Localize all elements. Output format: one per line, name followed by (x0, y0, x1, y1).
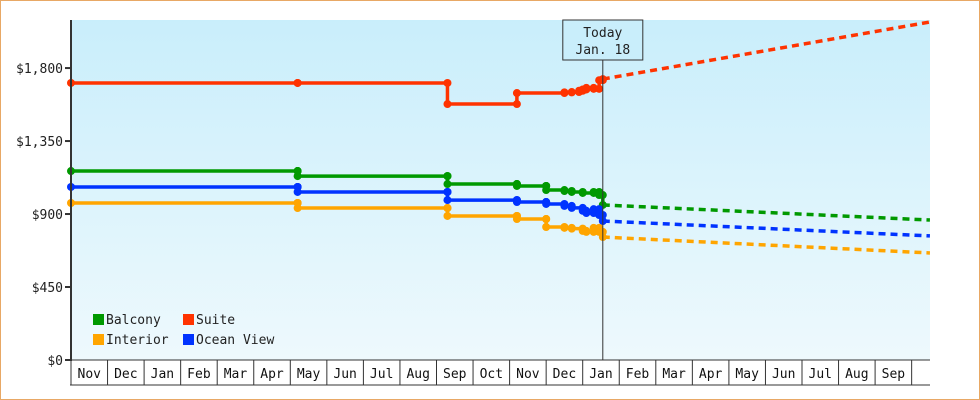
legend-swatch-icon (93, 314, 104, 325)
series-ocean-view (67, 182, 931, 238)
x-month-label: Nov (78, 367, 102, 382)
x-month-label: Apr (699, 367, 723, 382)
data-point[interactable] (542, 223, 551, 232)
data-point[interactable] (293, 204, 302, 213)
data-point[interactable] (582, 83, 591, 92)
legend: Balcony Suite Interior Ocean View (93, 313, 274, 348)
legend-item-interior[interactable]: Interior (93, 333, 169, 348)
data-point[interactable] (443, 204, 452, 213)
today-box (562, 19, 644, 61)
axes: $0 $450 $900 $1,350 $1,800 Nov Dec Jan Feb Mar Apr… (16, 20, 930, 386)
x-month-label: Apr (260, 367, 284, 382)
data-point[interactable] (582, 209, 591, 218)
series-layer (67, 20, 931, 255)
data-point[interactable] (542, 215, 551, 224)
x-month-label: Oct (480, 367, 503, 382)
legend-swatch-icon (183, 314, 194, 325)
x-month-label: Jan (589, 367, 612, 382)
data-point[interactable] (542, 186, 551, 195)
data-point[interactable] (560, 201, 569, 210)
x-month-label: Aug (845, 367, 868, 382)
x-month-label: Nov (516, 367, 540, 382)
today-marker: Today Jan. 18 (562, 19, 644, 360)
data-point[interactable] (512, 100, 521, 109)
plot-area (71, 20, 930, 360)
legend-label: Suite (196, 313, 235, 328)
x-month-label: Jan (151, 367, 174, 382)
data-point[interactable] (443, 100, 452, 109)
series-balcony (67, 167, 931, 222)
data-point[interactable] (512, 215, 521, 224)
series-interior (67, 198, 931, 255)
today-label: Today (583, 26, 622, 41)
legend-item-ocean-view[interactable]: Ocean View (183, 333, 274, 348)
data-point[interactable] (567, 187, 576, 196)
data-point[interactable] (595, 84, 604, 93)
forecast-line (602, 203, 931, 222)
legend-label: Interior (106, 333, 169, 348)
data-point[interactable] (560, 223, 569, 232)
x-month-label: Dec (553, 367, 576, 382)
x-month-label: Mar (224, 367, 248, 382)
data-point[interactable] (560, 88, 569, 97)
forecast-line (602, 235, 931, 255)
legend-label: Balcony (106, 313, 161, 328)
legend-swatch-icon (93, 334, 104, 345)
data-point[interactable] (589, 84, 598, 93)
x-month-label: Jun (333, 367, 356, 382)
data-point[interactable] (443, 180, 452, 189)
data-point[interactable] (293, 172, 302, 181)
x-month-label: Dec (114, 367, 137, 382)
legend-swatch-icon (183, 334, 194, 345)
data-point[interactable] (542, 199, 551, 208)
x-month-label: Jul (370, 367, 393, 382)
data-point[interactable] (512, 198, 521, 207)
data-point[interactable] (567, 224, 576, 233)
legend-label: Ocean View (196, 333, 274, 348)
data-point[interactable] (443, 78, 452, 87)
data-point[interactable] (512, 89, 521, 98)
data-point[interactable] (560, 186, 569, 195)
x-month-label: Aug (406, 367, 429, 382)
today-date: Jan. 18 (575, 43, 630, 58)
data-point[interactable] (293, 187, 302, 196)
data-point[interactable] (582, 227, 591, 236)
x-month-label: Feb (187, 367, 211, 382)
legend-item-balcony[interactable]: Balcony (93, 313, 161, 328)
x-month-label: Sep (882, 367, 906, 382)
series-suite (67, 20, 931, 109)
x-month-label: Mar (662, 367, 686, 382)
data-point[interactable] (589, 205, 598, 214)
x-month-label: Sep (443, 367, 467, 382)
data-point[interactable] (443, 196, 452, 205)
data-point[interactable] (567, 203, 576, 212)
x-month-label: Feb (626, 367, 650, 382)
y-tick-label: $0 (47, 354, 63, 369)
y-tick-label: $1,800 (16, 62, 63, 77)
data-point[interactable] (567, 88, 576, 97)
data-point[interactable] (443, 211, 452, 220)
y-tick-label: $450 (32, 281, 63, 296)
data-point[interactable] (443, 187, 452, 196)
data-point[interactable] (443, 172, 452, 181)
legend-item-suite[interactable]: Suite (183, 313, 235, 328)
data-point[interactable] (512, 181, 521, 190)
data-point[interactable] (293, 78, 302, 87)
forecast-line (602, 20, 931, 81)
x-month-label: Jun (772, 367, 795, 382)
x-month-label: May (297, 367, 321, 382)
x-month-label: Jul (809, 367, 832, 382)
x-month-label: May (735, 367, 759, 382)
forecast-line (602, 219, 931, 238)
data-point[interactable] (589, 223, 598, 232)
data-point[interactable] (595, 205, 604, 214)
y-tick-label: $900 (32, 208, 63, 223)
data-point[interactable] (578, 188, 587, 197)
y-tick-label: $1,350 (16, 135, 63, 150)
